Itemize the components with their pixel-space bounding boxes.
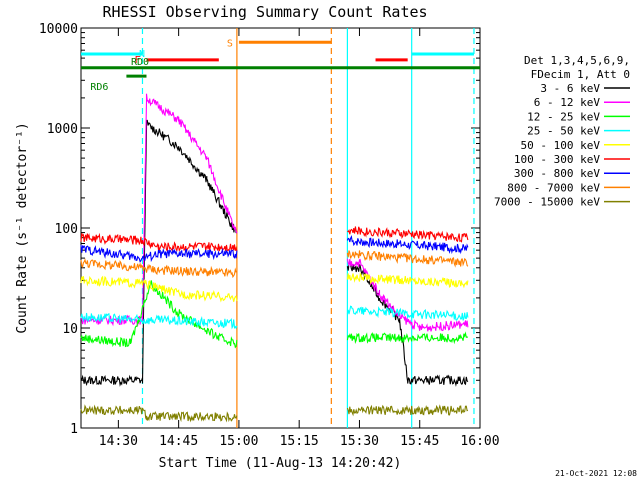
legend-entry-label: 100 - 300 keV bbox=[514, 153, 600, 166]
legend-entry-label: 800 - 7000 keV bbox=[507, 181, 600, 194]
legend-header-line-1: Det 1,3,4,5,6,9, bbox=[524, 54, 630, 67]
annotation-label: N bbox=[139, 49, 145, 60]
y-tick-label: 1 bbox=[70, 422, 78, 437]
x-tick-label: 15:30 bbox=[340, 434, 379, 449]
y-tick-label: 1000 bbox=[47, 122, 78, 137]
series-line bbox=[346, 262, 469, 387]
x-tick-label: 14:45 bbox=[159, 434, 198, 449]
series-line bbox=[346, 272, 469, 289]
series-line bbox=[80, 275, 238, 303]
legend-entry-label: 300 - 800 keV bbox=[514, 167, 600, 180]
series-line bbox=[346, 258, 469, 332]
series-line bbox=[346, 331, 469, 345]
chart-title: RHESSI Observing Summary Count Rates bbox=[102, 3, 427, 21]
series-line bbox=[80, 280, 238, 349]
legend-entry-label: 7000 - 15000 keV bbox=[494, 196, 600, 209]
legend-entry-label: 3 - 6 keV bbox=[540, 82, 600, 95]
y-tick-label: 100 bbox=[55, 222, 78, 237]
series-line bbox=[346, 404, 469, 417]
footer-timestamp: 21-Oct-2021 12:08 bbox=[555, 469, 637, 478]
plot-frame bbox=[80, 27, 481, 429]
y-axis-label: Count Rate (s⁻¹ detector⁻¹) bbox=[15, 122, 30, 333]
legend-entry-label: 6 - 12 keV bbox=[534, 96, 601, 109]
legend-entry-label: 50 - 100 keV bbox=[521, 139, 601, 152]
series-line bbox=[80, 312, 238, 330]
series-line bbox=[346, 305, 469, 321]
x-axis-label: Start Time (11-Aug-13 14:20:42) bbox=[159, 456, 402, 471]
plot-area: 14:30 14:45 15:00 15:15 15:30 15:45 16:00 1 10 10… bbox=[39, 22, 500, 449]
series-line bbox=[80, 119, 237, 387]
x-tick-label: 15:00 bbox=[219, 434, 258, 449]
x-tick-label: 14:30 bbox=[99, 434, 138, 449]
series-line bbox=[346, 234, 469, 255]
annotation-label: S bbox=[227, 38, 233, 49]
series-line bbox=[80, 404, 238, 423]
series-line bbox=[346, 250, 469, 268]
series-line bbox=[80, 93, 238, 327]
series-line bbox=[80, 232, 238, 253]
legend-header-line-2: FDecim 1, Att 0 bbox=[531, 68, 630, 81]
series-line bbox=[347, 226, 469, 243]
x-tick-label: 15:45 bbox=[400, 434, 439, 449]
series-line bbox=[80, 244, 238, 263]
annotation-label: RD0 bbox=[131, 57, 149, 68]
y-tick-label: 10 bbox=[62, 322, 78, 337]
series-line bbox=[80, 258, 238, 279]
annotation-label: F bbox=[134, 55, 140, 66]
legend-entry-label: 25 - 50 keV bbox=[527, 125, 600, 138]
x-tick-label: 15:15 bbox=[280, 434, 319, 449]
y-tick-label: 10000 bbox=[39, 22, 78, 37]
x-tick-label: 16:00 bbox=[460, 434, 499, 449]
legend: Det 1,3,4,5,6,9, FDecim 1, Att 0 3 - 6 k… bbox=[494, 54, 630, 209]
legend-entry-label: 12 - 25 keV bbox=[527, 110, 600, 123]
annotation-label: RD6 bbox=[90, 82, 108, 93]
